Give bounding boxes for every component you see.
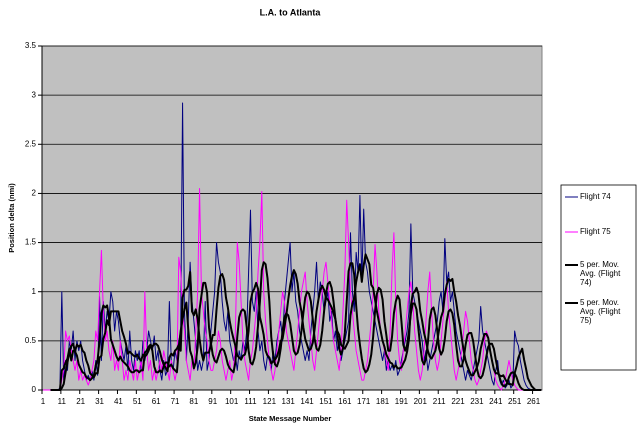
series-line bbox=[42, 188, 542, 391]
series-line bbox=[50, 253, 542, 391]
chart-title: L.A. to Atlanta bbox=[260, 7, 322, 17]
series-line bbox=[50, 261, 542, 391]
x-tick-label: 1 bbox=[41, 397, 46, 406]
y-tick-label: 1.5 bbox=[25, 238, 37, 247]
x-tick-label: 211 bbox=[433, 397, 446, 406]
x-tick-label: 181 bbox=[376, 397, 390, 406]
x-tick-label: 101 bbox=[225, 397, 239, 406]
y-tick-label: 3.5 bbox=[25, 41, 37, 50]
x-tick-label: 191 bbox=[395, 397, 409, 406]
x-tick-label: 91 bbox=[208, 397, 217, 406]
x-tick-label: 51 bbox=[133, 397, 142, 406]
x-tick-label: 221 bbox=[451, 397, 465, 406]
x-axis-label: State Message Number bbox=[249, 414, 332, 423]
x-tick-label: 21 bbox=[76, 397, 85, 406]
x-tick-label: 71 bbox=[171, 397, 180, 406]
x-tick-label: 131 bbox=[282, 397, 296, 406]
x-tick-label: 121 bbox=[263, 397, 277, 406]
y-tick-label: 3 bbox=[32, 90, 37, 99]
y-tick-label: 0 bbox=[32, 385, 37, 394]
x-tick-label: 251 bbox=[508, 397, 522, 406]
y-tick-label: 0.5 bbox=[25, 336, 37, 345]
legend-label: 5 per. Mov. Avg. (Flight 75) bbox=[580, 298, 621, 325]
y-tick-label: 2 bbox=[32, 189, 37, 198]
x-tick-label: 241 bbox=[489, 397, 503, 406]
legend-box bbox=[560, 184, 637, 371]
legend-label: Flight 74 bbox=[580, 192, 611, 201]
legend-label: 5 per. Mov. Avg. (Flight 74) bbox=[580, 260, 621, 287]
x-tick-label: 31 bbox=[95, 397, 104, 406]
x-tick-label: 41 bbox=[114, 397, 123, 406]
x-tick-label: 61 bbox=[152, 397, 161, 406]
x-tick-label: 151 bbox=[319, 397, 333, 406]
x-tick-label: 231 bbox=[470, 397, 484, 406]
legend-label: Flight 75 bbox=[580, 227, 611, 236]
y-tick-label: 1 bbox=[32, 287, 37, 296]
x-tick-label: 11 bbox=[58, 397, 67, 406]
y-axis-label: Position delta (nmi) bbox=[7, 183, 16, 253]
x-tick-label: 111 bbox=[244, 397, 257, 406]
y-tick-label: 2.5 bbox=[25, 139, 37, 148]
x-tick-label: 261 bbox=[527, 397, 541, 406]
x-tick-label: 171 bbox=[357, 397, 371, 406]
x-tick-label: 81 bbox=[189, 397, 198, 406]
x-tick-label: 141 bbox=[300, 397, 314, 406]
x-tick-label: 161 bbox=[338, 397, 352, 406]
x-tick-label: 201 bbox=[414, 397, 428, 406]
